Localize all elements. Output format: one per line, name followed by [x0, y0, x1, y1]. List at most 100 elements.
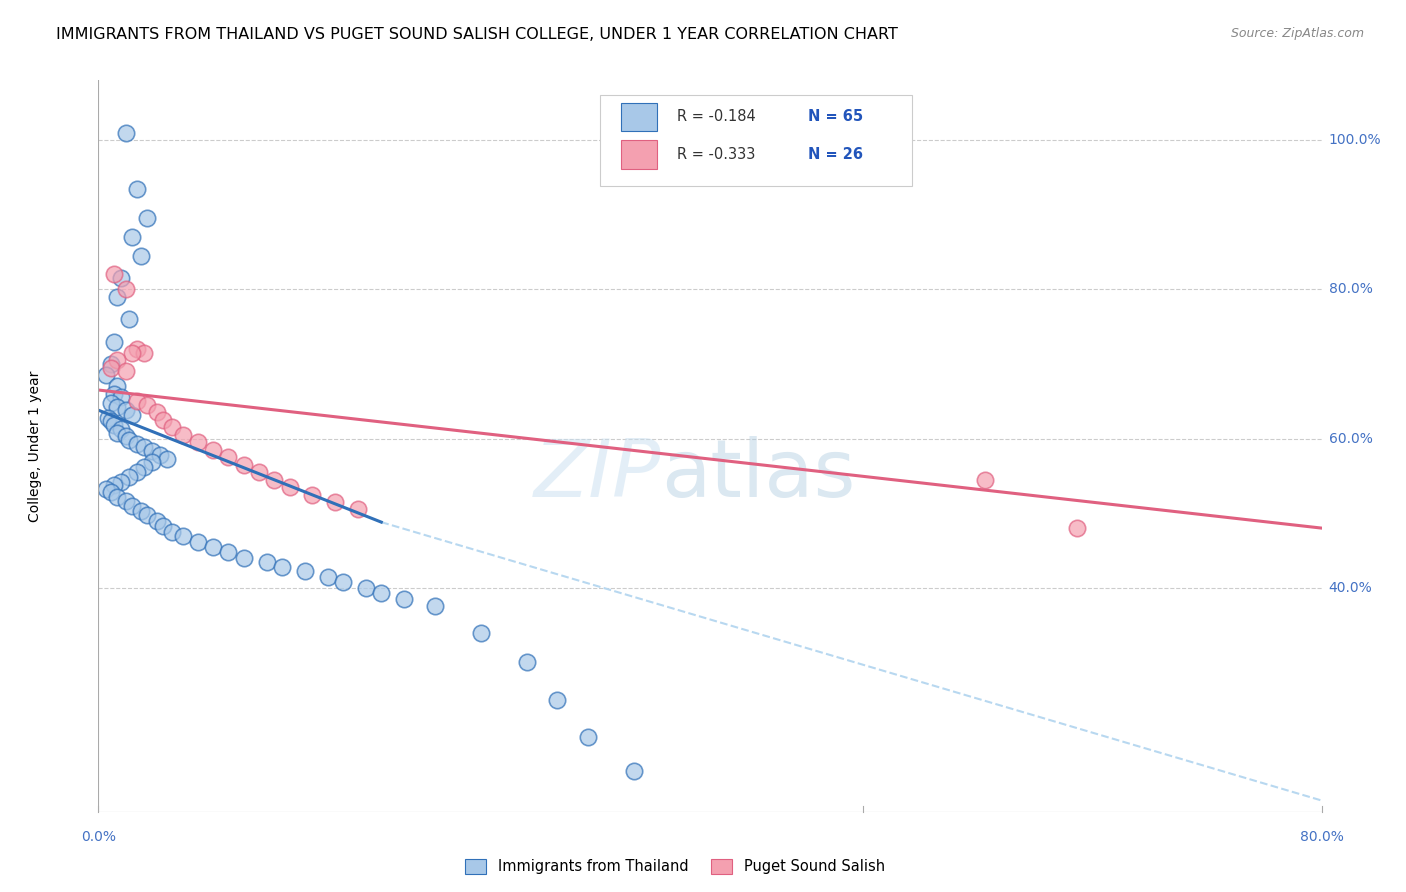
Point: [354, 581, 377, 595]
Point: [202, 540, 225, 554]
Point: [125, 465, 148, 479]
Point: [105, 353, 128, 368]
Point: [105, 379, 128, 393]
Point: [121, 408, 143, 422]
Point: [623, 764, 645, 778]
Point: [347, 502, 370, 516]
Point: [100, 414, 122, 428]
Point: [103, 418, 125, 433]
Point: [516, 656, 538, 670]
Point: [423, 599, 446, 614]
Text: Source: ZipAtlas.com: Source: ZipAtlas.com: [1230, 27, 1364, 40]
Text: 0.0%: 0.0%: [82, 830, 115, 844]
Point: [118, 312, 141, 326]
Point: [100, 357, 122, 371]
Point: [118, 470, 141, 484]
Point: [145, 514, 167, 528]
Point: [370, 586, 392, 600]
Point: [110, 391, 132, 405]
Point: [121, 499, 143, 513]
Point: [141, 444, 163, 458]
Point: [103, 268, 125, 282]
Text: R = -0.333: R = -0.333: [678, 146, 755, 161]
Point: [105, 290, 128, 304]
Point: [160, 524, 183, 539]
Point: [118, 433, 141, 447]
Point: [125, 342, 148, 356]
Point: [187, 534, 209, 549]
Text: ZIP: ZIP: [534, 436, 661, 515]
Point: [110, 271, 132, 285]
Point: [110, 422, 132, 436]
Point: [217, 545, 239, 559]
Point: [115, 282, 138, 296]
Point: [100, 360, 122, 375]
Point: [294, 565, 316, 579]
Point: [115, 126, 138, 140]
Point: [278, 480, 301, 494]
Point: [470, 625, 492, 640]
Point: [100, 485, 122, 500]
Point: [97, 410, 120, 425]
Point: [301, 487, 323, 501]
Point: [103, 386, 125, 401]
Point: [136, 398, 159, 412]
Point: [247, 465, 270, 479]
Text: 40.0%: 40.0%: [1329, 581, 1372, 595]
Point: [115, 494, 138, 508]
Point: [392, 592, 416, 607]
Point: [105, 400, 128, 414]
Text: 80.0%: 80.0%: [1299, 830, 1344, 844]
Text: IMMIGRANTS FROM THAILAND VS PUGET SOUND SALISH COLLEGE, UNDER 1 YEAR CORRELATION: IMMIGRANTS FROM THAILAND VS PUGET SOUND …: [56, 27, 898, 42]
Point: [256, 555, 278, 569]
Point: [149, 448, 172, 462]
Legend: Immigrants from Thailand, Puget Sound Salish: Immigrants from Thailand, Puget Sound Sa…: [458, 853, 891, 880]
Point: [121, 230, 143, 244]
Point: [152, 413, 174, 427]
Point: [105, 425, 128, 440]
Point: [134, 441, 156, 455]
FancyBboxPatch shape: [600, 95, 912, 186]
Point: [141, 455, 163, 469]
Point: [136, 211, 159, 226]
Point: [125, 436, 148, 450]
Point: [152, 519, 174, 533]
Text: 80.0%: 80.0%: [1329, 282, 1372, 296]
Point: [576, 730, 599, 744]
Point: [316, 569, 339, 583]
Point: [134, 345, 156, 359]
Point: [129, 504, 152, 518]
Point: [974, 473, 997, 487]
Point: [105, 490, 128, 504]
Point: [115, 364, 138, 378]
Point: [94, 482, 117, 496]
Point: [232, 551, 254, 566]
Text: R = -0.184: R = -0.184: [678, 110, 756, 124]
Point: [103, 334, 125, 349]
Point: [1066, 521, 1088, 535]
Point: [202, 442, 225, 457]
Bar: [620, 103, 658, 131]
Point: [172, 427, 194, 442]
Point: [125, 394, 148, 409]
Point: [156, 452, 179, 467]
Text: N = 26: N = 26: [808, 146, 863, 161]
Point: [115, 429, 138, 443]
Point: [232, 458, 254, 472]
Text: College, Under 1 year: College, Under 1 year: [28, 370, 42, 522]
Point: [103, 478, 125, 492]
Point: [263, 473, 285, 487]
Point: [125, 181, 148, 195]
Point: [136, 508, 159, 523]
Point: [332, 574, 354, 589]
Point: [145, 405, 167, 419]
Point: [115, 403, 138, 417]
Bar: [620, 140, 658, 169]
Point: [187, 435, 209, 450]
Point: [325, 495, 347, 509]
Point: [100, 395, 122, 409]
Point: [217, 450, 239, 465]
Point: [94, 368, 117, 383]
Point: [129, 249, 152, 263]
Text: N = 65: N = 65: [808, 110, 863, 124]
